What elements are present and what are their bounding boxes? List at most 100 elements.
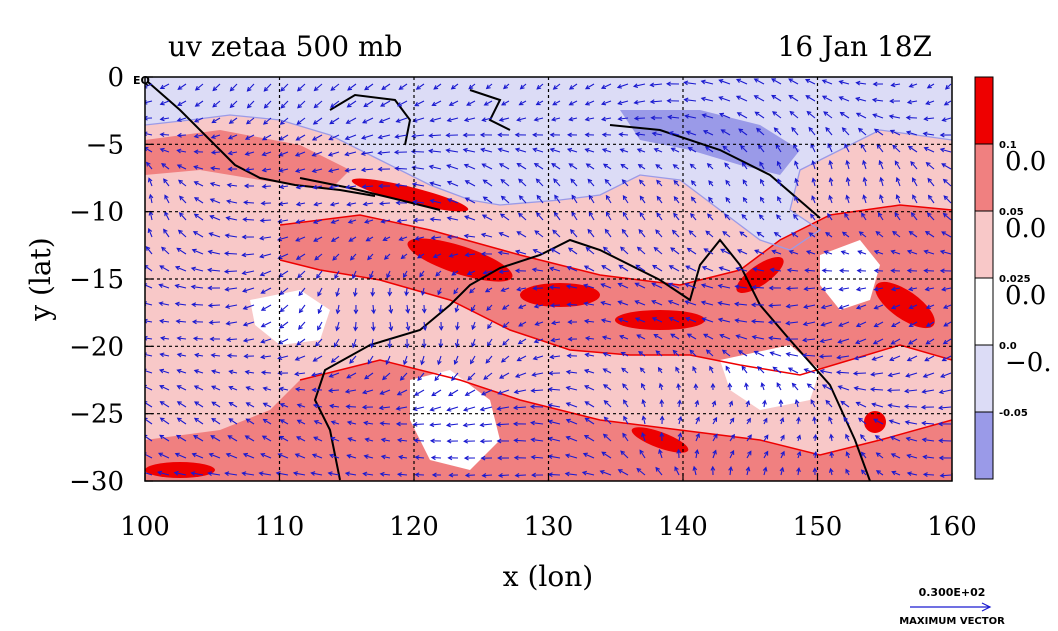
wind-vector-head [554, 194, 559, 200]
wind-vector [464, 117, 476, 122]
wind-vector-head [622, 432, 627, 438]
wind-vector [161, 163, 170, 170]
wind-vector [872, 403, 884, 408]
wind-vector-head [568, 163, 574, 168]
wind-vector [349, 355, 357, 364]
wind-vector [148, 228, 153, 238]
wind-vector-head [176, 368, 182, 374]
wind-vector [447, 117, 459, 122]
wind-vector [313, 404, 323, 408]
wind-vector [745, 484, 747, 492]
wind-vector [757, 366, 765, 374]
wind-vector [430, 406, 442, 411]
wind-vector [498, 251, 510, 255]
colorbar-big-label: 0.0 [1005, 147, 1046, 177]
wind-vector-head [855, 286, 861, 292]
wind-vectors [145, 78, 952, 492]
wind-vector-head [502, 340, 508, 346]
wind-vector [606, 212, 612, 221]
wind-vector [313, 236, 323, 242]
wind-vector-head [653, 333, 659, 339]
vector-legend-arrowhead [981, 602, 992, 612]
vorticity-max-7 [631, 427, 689, 453]
wind-vector-head [416, 253, 422, 259]
wind-vector-head [651, 299, 657, 305]
wind-vector-head [242, 217, 248, 222]
wind-vector-head [753, 78, 759, 83]
wind-vector [844, 486, 849, 492]
wind-vector-head [277, 254, 283, 260]
colorbar-segment [974, 210, 994, 279]
wind-vector [211, 151, 221, 154]
wind-vector [361, 168, 374, 171]
wind-vector-head [926, 212, 932, 218]
wind-vector [261, 338, 272, 343]
wind-vector [330, 83, 340, 91]
wind-vector [535, 321, 544, 326]
wind-vector-head [712, 416, 718, 422]
wind-vector [209, 232, 221, 238]
wind-vector [712, 434, 718, 442]
wind-vector [175, 284, 187, 289]
wind-vector-head [361, 389, 368, 395]
wind-vector [515, 474, 527, 477]
wind-vector-head [839, 111, 845, 117]
wind-vector-head [396, 218, 402, 224]
contour-line-3 [299, 359, 952, 456]
wind-vector [437, 355, 442, 365]
wind-vector [293, 472, 306, 476]
wind-vector-head [190, 266, 196, 272]
wind-vector-head [328, 184, 334, 190]
wind-vector-head [160, 335, 166, 341]
wind-vector [313, 117, 323, 125]
wind-vector-head [450, 84, 456, 90]
wind-vector [755, 111, 765, 119]
wind-vector [312, 134, 323, 141]
wind-vector [668, 116, 680, 119]
wind-vector-head [802, 337, 808, 343]
wind-vector [465, 253, 476, 256]
wind-vector [531, 456, 544, 459]
wind-vector [618, 469, 629, 476]
wind-vector-head [751, 334, 757, 340]
wind-vector [685, 265, 697, 272]
wind-vector [693, 466, 697, 476]
wind-vector [753, 268, 765, 272]
wind-vector-head [745, 399, 751, 406]
wind-vector-head [658, 448, 663, 454]
wind-vector [620, 148, 629, 153]
wind-vector-head [583, 434, 589, 440]
wind-vector [415, 456, 425, 459]
wind-vector [177, 385, 187, 391]
wind-vector [486, 304, 493, 311]
wind-vector-head [294, 453, 300, 458]
wind-vector-head [785, 303, 791, 309]
wind-vector-head [584, 352, 590, 358]
wind-vector [712, 417, 718, 425]
wind-vector-head [886, 387, 892, 393]
wind-vector-head [605, 194, 611, 200]
wind-vector-head [448, 253, 454, 258]
wind-vector-head [718, 96, 724, 101]
wind-vector [570, 178, 578, 187]
wind-vector-head [482, 196, 488, 201]
wind-vector-head [228, 401, 234, 407]
wind-vector [763, 484, 764, 492]
wind-vector [211, 401, 221, 408]
wind-vector [429, 134, 442, 137]
wind-vector-head [159, 132, 165, 138]
wind-vector [245, 435, 255, 442]
wind-vector [585, 148, 595, 153]
wind-vector-head [921, 437, 927, 443]
wind-vector [822, 384, 833, 391]
wind-vector [656, 180, 663, 187]
wind-vector [329, 389, 340, 392]
wind-vector-head [480, 251, 486, 257]
wind-vector [295, 453, 306, 459]
wind-vector [297, 100, 306, 109]
chart-timestamp: 16 Jan 18Z [778, 30, 932, 63]
wind-vector-head [736, 112, 742, 117]
wind-vector [942, 287, 952, 291]
wind-vector [622, 179, 629, 187]
wind-vector-head [827, 143, 832, 149]
